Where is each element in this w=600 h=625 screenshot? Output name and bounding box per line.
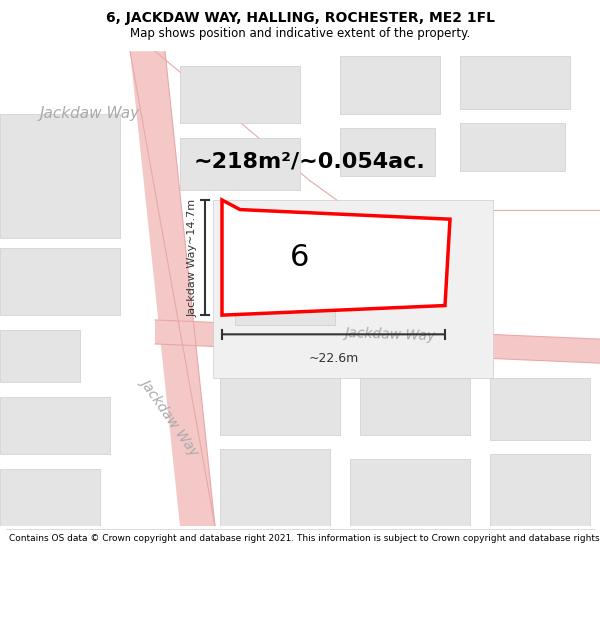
Text: Jackdaw Way~14.7m: Jackdaw Way~14.7m [188, 199, 198, 317]
Bar [220, 344, 340, 435]
Text: Jackdaw Way: Jackdaw Way [40, 106, 140, 121]
Text: Jackdaw Way: Jackdaw Way [344, 326, 436, 343]
Bar [220, 449, 330, 526]
Text: Contains OS data © Crown copyright and database right 2021. This information is : Contains OS data © Crown copyright and d… [9, 534, 600, 543]
Text: ~22.6m: ~22.6m [308, 352, 359, 364]
Bar [235, 238, 335, 325]
Polygon shape [130, 51, 215, 526]
Polygon shape [222, 200, 450, 315]
Bar [0, 248, 120, 315]
Text: 6: 6 [290, 243, 310, 272]
Text: Map shows position and indicative extent of the property.: Map shows position and indicative extent… [130, 27, 470, 40]
Bar [340, 128, 435, 176]
Bar [360, 378, 470, 435]
Text: 6, JACKDAW WAY, HALLING, ROCHESTER, ME2 1FL: 6, JACKDAW WAY, HALLING, ROCHESTER, ME2 … [106, 11, 494, 25]
Bar [213, 200, 493, 378]
Bar [340, 56, 440, 114]
Polygon shape [155, 320, 600, 363]
Bar [490, 378, 590, 440]
Text: Jackdaw Way: Jackdaw Way [138, 374, 202, 457]
Bar [0, 397, 110, 454]
Bar [490, 454, 590, 526]
Bar [350, 459, 470, 526]
Bar [0, 114, 120, 238]
Bar [460, 56, 570, 109]
Bar [180, 138, 300, 191]
Text: ~218m²/~0.054ac.: ~218m²/~0.054ac. [194, 152, 426, 172]
Bar [460, 123, 565, 171]
Bar [0, 469, 100, 526]
Bar [0, 329, 80, 382]
Bar [180, 66, 300, 123]
